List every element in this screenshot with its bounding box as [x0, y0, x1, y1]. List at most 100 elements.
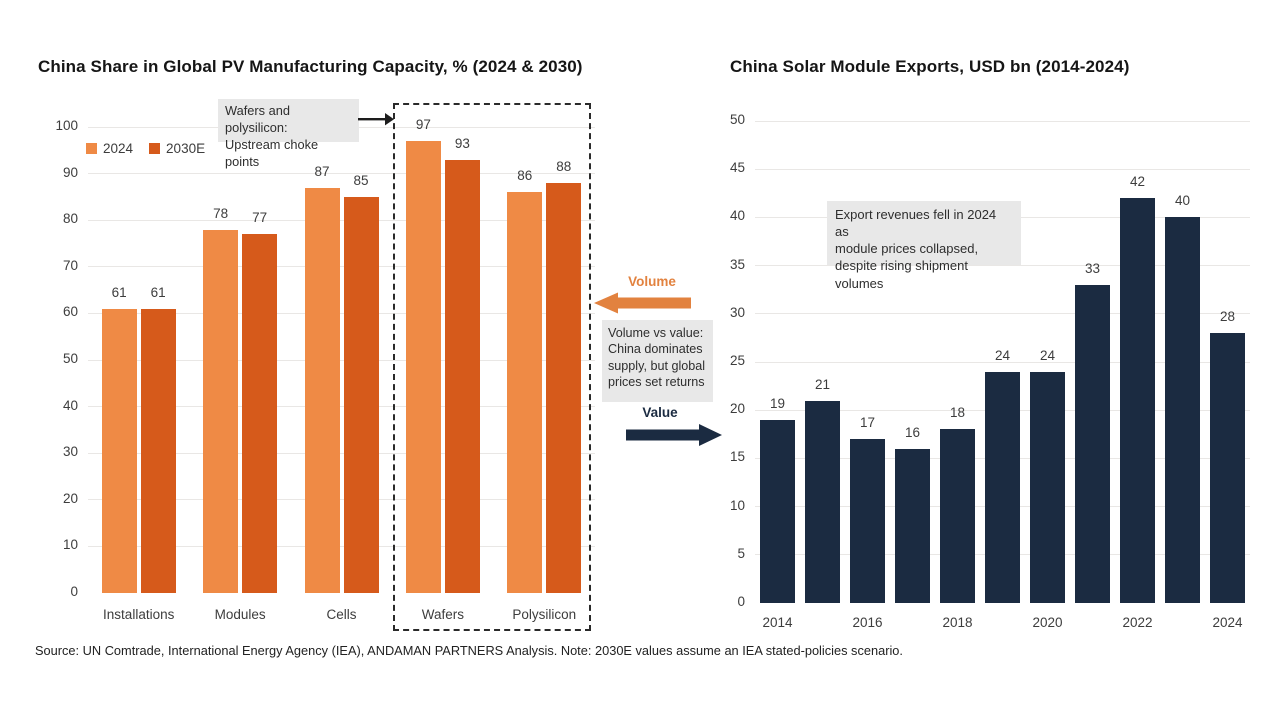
- x-axis-label-installations: Installations: [103, 607, 175, 622]
- gridline-70: [88, 266, 595, 268]
- legend-swatch-2024-icon: [86, 143, 97, 154]
- gridline-90: [88, 173, 595, 175]
- y-axis-tick-35: 35: [729, 256, 745, 272]
- x-axis-label-wafers: Wafers: [421, 607, 465, 622]
- y-axis-tick-40: 40: [729, 208, 745, 224]
- bar-2023: [1165, 217, 1200, 603]
- y-axis-tick-10: 10: [62, 537, 78, 553]
- bar-value-2015: 21: [814, 376, 831, 392]
- gridline-60: [88, 312, 595, 314]
- x-axis-label-cells: Cells: [326, 607, 357, 622]
- y-axis-tick-90: 90: [62, 164, 78, 180]
- bar-value-wafers-2024: 97: [415, 116, 431, 132]
- gridline-80: [88, 219, 595, 221]
- volume-arrow-icon: [594, 292, 691, 314]
- bar-value-2017: 16: [904, 424, 921, 440]
- bar-installations-2030e: [140, 308, 176, 593]
- bar-wafers-2030e: [444, 159, 480, 593]
- bar-value-2021: 33: [1084, 260, 1101, 276]
- bar-value-2018: 18: [949, 405, 966, 421]
- y-axis-tick-50: 50: [729, 112, 745, 127]
- y-axis-tick-60: 60: [62, 304, 78, 320]
- bar-value-polysilicon-2030e: 88: [556, 158, 572, 174]
- gridline-50: [755, 120, 1250, 122]
- y-axis-tick-30: 30: [729, 304, 745, 320]
- bar-value-2024: 28: [1219, 309, 1236, 325]
- bar-2014: [760, 419, 795, 603]
- bar-2021: [1075, 284, 1110, 603]
- legend-item-2030e: 2030E: [149, 141, 205, 156]
- bar-2020: [1030, 371, 1065, 603]
- bar-2016: [850, 439, 885, 603]
- source-note: Source: UN Comtrade, International Energ…: [35, 643, 903, 658]
- value-label: Value: [642, 405, 678, 420]
- legend-item-2024: 2024: [86, 141, 133, 156]
- x-axis-label-polysilicon: Polysilicon: [512, 607, 577, 622]
- y-axis-tick-0: 0: [737, 594, 745, 609]
- gridline-25: [755, 361, 1250, 363]
- legend-label-2024: 2024: [103, 141, 134, 156]
- bar-2022: [1120, 198, 1155, 603]
- left-chart-title: China Share in Global PV Manufacturing C…: [38, 57, 583, 76]
- x-axis-label-2014: 2014: [762, 615, 793, 630]
- x-axis-label-2020: 2020: [1032, 615, 1063, 630]
- bar-polysilicon-2024: [507, 192, 543, 593]
- bar-2024: [1210, 333, 1245, 603]
- bar-value-installations-2030e: 61: [150, 284, 166, 300]
- bar-value-cells-2030e: 85: [353, 172, 369, 188]
- y-axis-tick-45: 45: [729, 160, 745, 176]
- bar-cells-2024: [304, 187, 340, 593]
- y-axis-tick-100: 100: [55, 118, 78, 133]
- bar-polysilicon-2030e: [546, 182, 582, 593]
- right-chart-title: China Solar Module Exports, USD bn (2014…: [730, 57, 1130, 76]
- gridline-20: [88, 499, 595, 501]
- bar-value-modules-2030e: 77: [252, 210, 268, 226]
- bar-value-2019: 24: [994, 347, 1011, 363]
- bar-wafers-2024: [405, 140, 441, 593]
- bar-value-installations-2024: 61: [111, 284, 127, 300]
- y-axis-tick-40: 40: [62, 397, 78, 413]
- y-axis-tick-5: 5: [737, 545, 745, 561]
- bar-cells-2030e: [343, 196, 379, 593]
- gridline-30: [755, 313, 1250, 315]
- y-axis-tick-20: 20: [729, 401, 745, 417]
- bar-2017: [895, 448, 930, 603]
- gridline-35: [755, 265, 1250, 267]
- bar-value-polysilicon-2024: 86: [517, 168, 533, 184]
- gridline-40: [88, 406, 595, 408]
- bar-value-2023: 40: [1174, 193, 1191, 209]
- y-axis-tick-15: 15: [729, 449, 745, 465]
- choke-points-note: Wafers and polysilicon: Upstream choke p…: [218, 99, 359, 169]
- volume-value-note: Volume vs value: China dominates supply,…: [602, 320, 713, 402]
- bar-installations-2024: [101, 308, 137, 593]
- legend-swatch-2030e-icon: [149, 143, 161, 154]
- bar-value-wafers-2030e: 93: [454, 135, 470, 151]
- y-axis-tick-30: 30: [62, 444, 78, 460]
- bar-modules-2024: [203, 229, 239, 593]
- bar-2019: [985, 371, 1020, 603]
- gridline-45: [755, 168, 1250, 170]
- x-axis-label-2018: 2018: [942, 615, 973, 630]
- bar-value-2014: 19: [769, 395, 786, 411]
- y-axis-tick-0: 0: [70, 584, 78, 599]
- upstream-choke-dashed-box: [393, 103, 591, 631]
- x-axis-label-2016: 2016: [852, 615, 883, 630]
- y-axis-tick-70: 70: [62, 257, 78, 273]
- x-axis-label-modules: Modules: [214, 607, 266, 622]
- y-axis-tick-10: 10: [729, 497, 745, 513]
- gridline-50: [88, 359, 595, 361]
- y-axis-tick-50: 50: [62, 351, 78, 366]
- bar-value-2016: 17: [859, 415, 876, 431]
- choke-arrow-icon: [358, 113, 394, 126]
- y-axis-tick-20: 20: [62, 490, 78, 506]
- y-axis-tick-25: 25: [729, 353, 745, 368]
- bar-2015: [805, 400, 840, 603]
- gridline-30: [88, 452, 595, 454]
- bar-modules-2030e: [242, 234, 278, 593]
- gridline-10: [88, 545, 595, 547]
- bar-value-modules-2024: 78: [213, 205, 229, 221]
- right-chart-plot: 0 5 10 15 20 25 30 35 40 45 50 19 2014 21 17 2016 16 18 20…: [730, 112, 1250, 630]
- value-arrow-icon: [626, 424, 722, 446]
- x-axis-label-2022: 2022: [1122, 615, 1153, 630]
